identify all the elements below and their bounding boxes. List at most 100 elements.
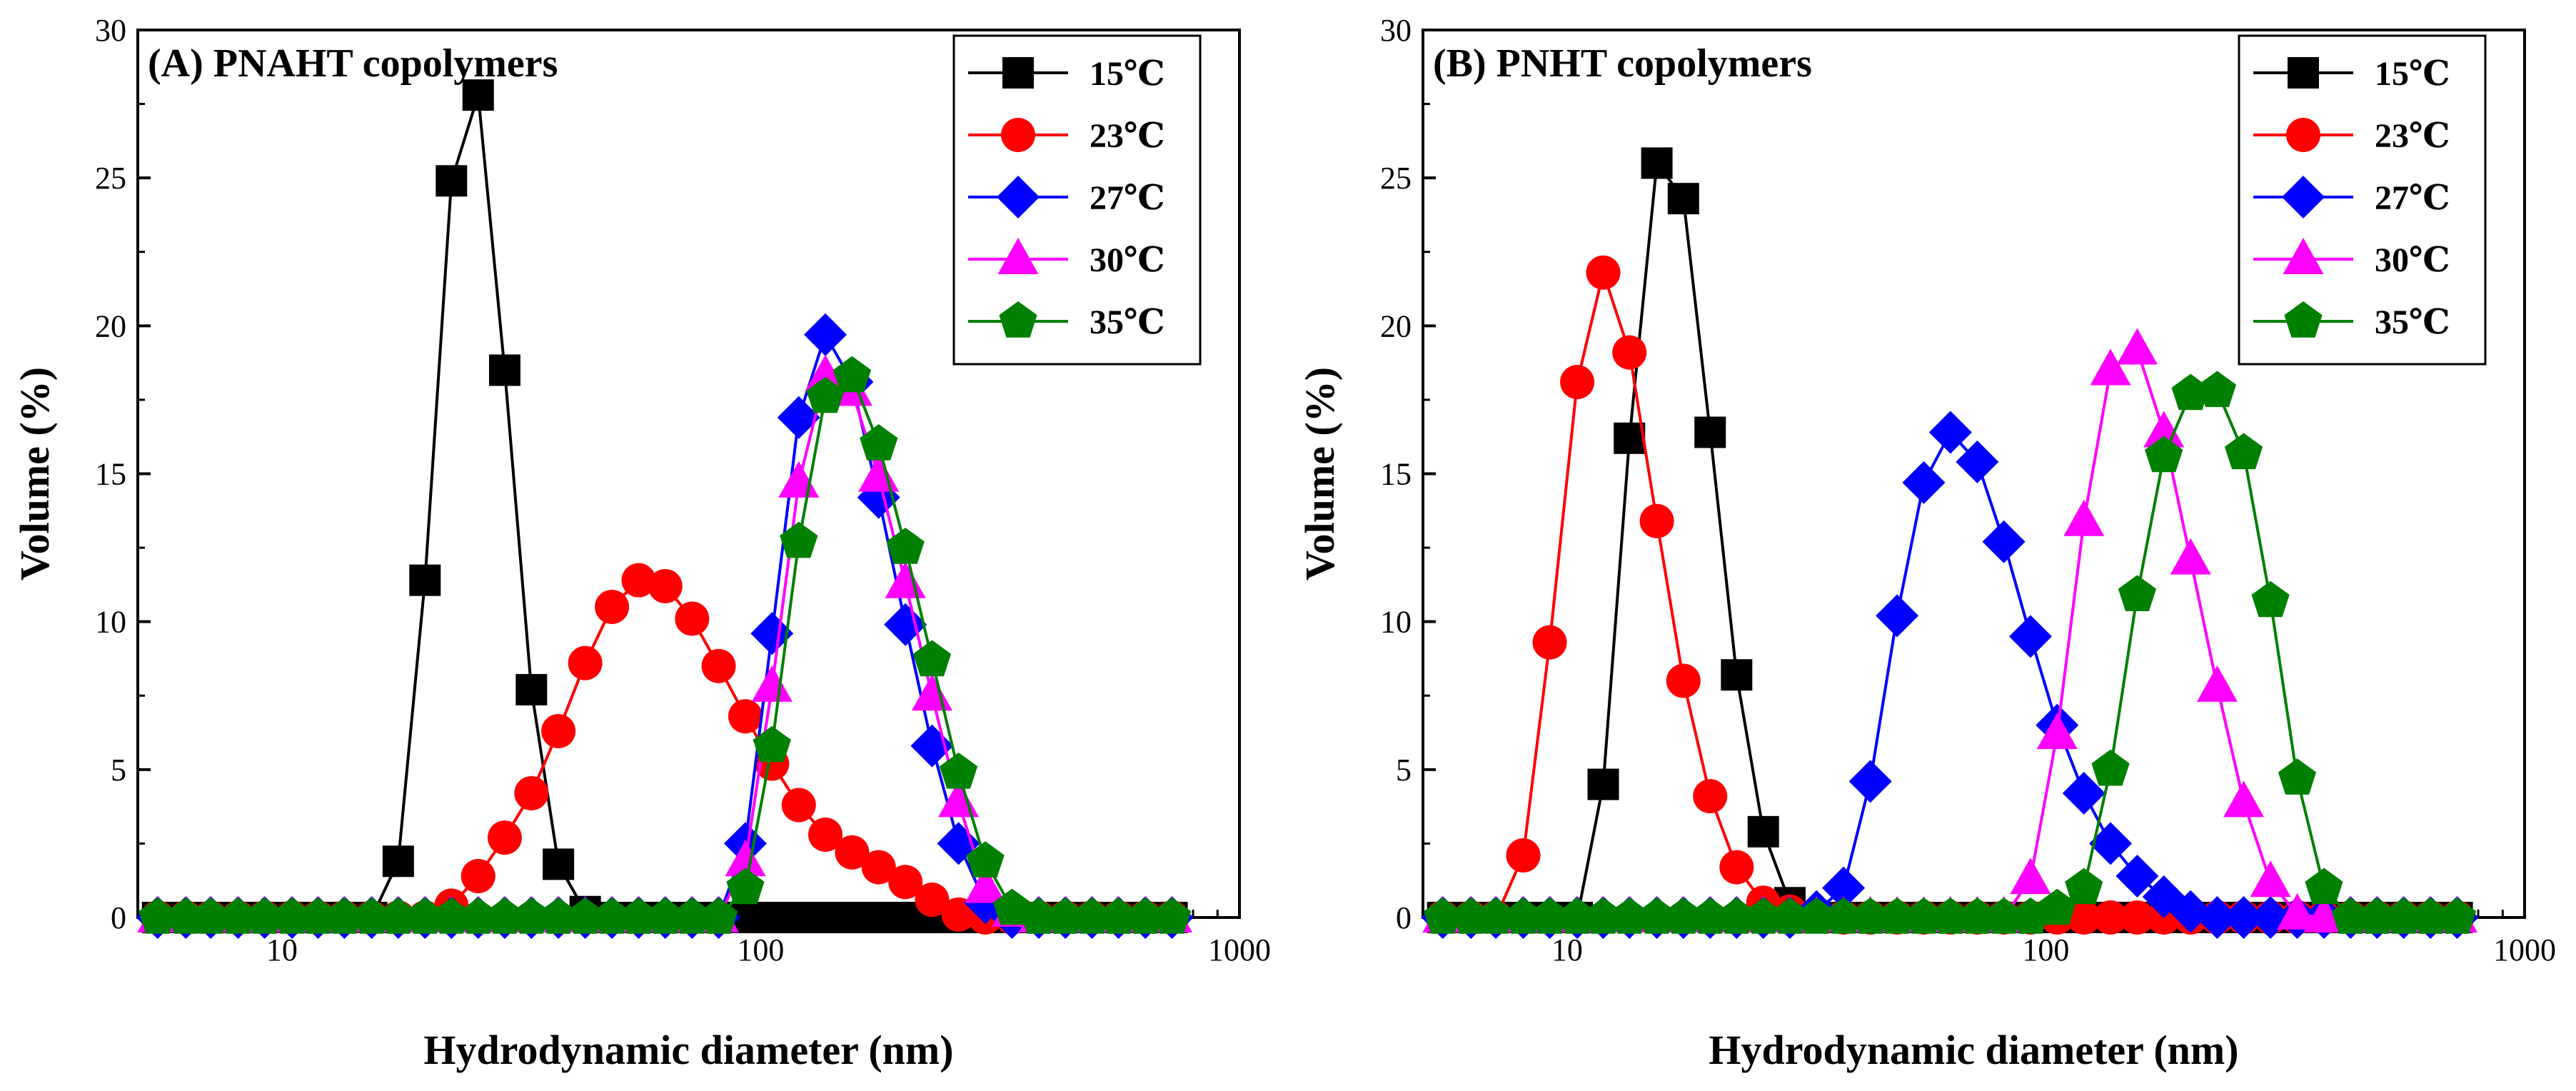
data-point [836, 902, 868, 933]
data-point [1532, 625, 1567, 660]
data-point [1639, 503, 1674, 538]
y-tick-label: 5 [111, 753, 126, 788]
data-point [1664, 898, 1703, 934]
data-point [861, 850, 896, 885]
data-point [2091, 749, 2130, 786]
series-triangle [137, 354, 1193, 932]
legend-marker [1001, 118, 1035, 152]
series-pentagon [1424, 371, 2477, 934]
data-point [781, 788, 816, 823]
legend-item: 23℃ [2253, 117, 2450, 155]
data-point [593, 898, 631, 934]
data-point [2038, 888, 2076, 925]
data-point [487, 820, 522, 855]
legend-label: 35℃ [1090, 303, 1165, 341]
data-point [541, 713, 576, 748]
data-point [1904, 898, 1943, 934]
legend-marker [2284, 301, 2323, 338]
legend-box [2238, 34, 2487, 366]
legend-marker [2288, 57, 2319, 89]
legend-label: 23℃ [1090, 117, 1165, 155]
series-line [157, 578, 1172, 919]
data-point [325, 898, 363, 934]
data-point [1721, 659, 1753, 691]
data-point [2277, 893, 2318, 930]
data-point [2170, 538, 2211, 575]
data-point [1744, 898, 1783, 934]
data-point [166, 898, 205, 934]
data-point [512, 898, 550, 934]
data-point [805, 354, 846, 391]
data-point [1476, 898, 1515, 934]
data-point [885, 561, 926, 598]
series-line [157, 373, 1172, 919]
data-point [939, 753, 978, 789]
data-point [2196, 665, 2238, 702]
data-point [884, 603, 927, 646]
data-point [621, 563, 656, 598]
data-point [860, 424, 898, 461]
data-point [488, 354, 520, 386]
data-point [1451, 898, 1490, 934]
legend-item: 23℃ [968, 117, 1165, 155]
legend-item: 30℃ [968, 238, 1165, 279]
data-point [728, 699, 763, 734]
data-point [2195, 896, 2239, 939]
series-diamond [136, 313, 1194, 939]
data-point [1694, 416, 1726, 448]
data-point [1152, 898, 1192, 934]
y-tick-label: 0 [1396, 900, 1412, 935]
legend-marker [2283, 238, 2324, 274]
data-point [806, 376, 845, 413]
series-circle [140, 563, 1189, 935]
series-line [157, 331, 1172, 919]
data-point [832, 356, 872, 393]
data-point [619, 898, 658, 934]
series-pentagon [139, 356, 1192, 934]
data-point [808, 817, 843, 852]
data-point [1667, 183, 1699, 215]
data-point [780, 521, 818, 558]
data-point [515, 673, 548, 705]
x-tick-label: 100 [2022, 932, 2069, 967]
data-point [966, 841, 1005, 878]
legend-item: 15℃ [2253, 55, 2450, 93]
data-point [858, 455, 900, 492]
data-point [1956, 440, 1999, 483]
data-point [915, 883, 950, 917]
data-point [2222, 896, 2265, 939]
data-point [218, 898, 258, 934]
data-point [1504, 898, 1543, 934]
y-axis-title: Volume (%) [1297, 367, 1343, 580]
data-point [1771, 898, 1809, 934]
data-point [1587, 768, 1619, 800]
data-point [888, 865, 923, 900]
data-point [701, 648, 736, 683]
data-point [804, 313, 847, 356]
x-tick-label: 1000 [2493, 932, 2556, 967]
y-tick-label: 5 [1396, 753, 1412, 788]
data-point [2066, 900, 2101, 935]
data-point [273, 898, 311, 934]
data-point [2089, 822, 2133, 865]
panel-title: (A) PNAHT copolymers [148, 41, 558, 86]
legend: 15℃ 23℃ 27℃ 30℃ 35℃ [2238, 34, 2487, 366]
data-point [2115, 854, 2159, 898]
data-point [1424, 898, 1462, 934]
data-point [566, 898, 605, 934]
data-point [1717, 898, 1756, 934]
data-point [1958, 898, 1996, 934]
legend-marker [997, 238, 1039, 274]
data-point [890, 902, 922, 933]
data-point [2223, 780, 2265, 818]
data-point [1584, 898, 1623, 934]
data-point [2090, 348, 2131, 386]
data-point [2008, 615, 2052, 658]
y-tick-label: 30 [1380, 13, 1412, 48]
data-point [298, 898, 338, 934]
data-point [675, 601, 710, 636]
data-point [1928, 411, 1972, 454]
data-point [2120, 900, 2155, 935]
legend-item: 27℃ [968, 176, 1165, 218]
